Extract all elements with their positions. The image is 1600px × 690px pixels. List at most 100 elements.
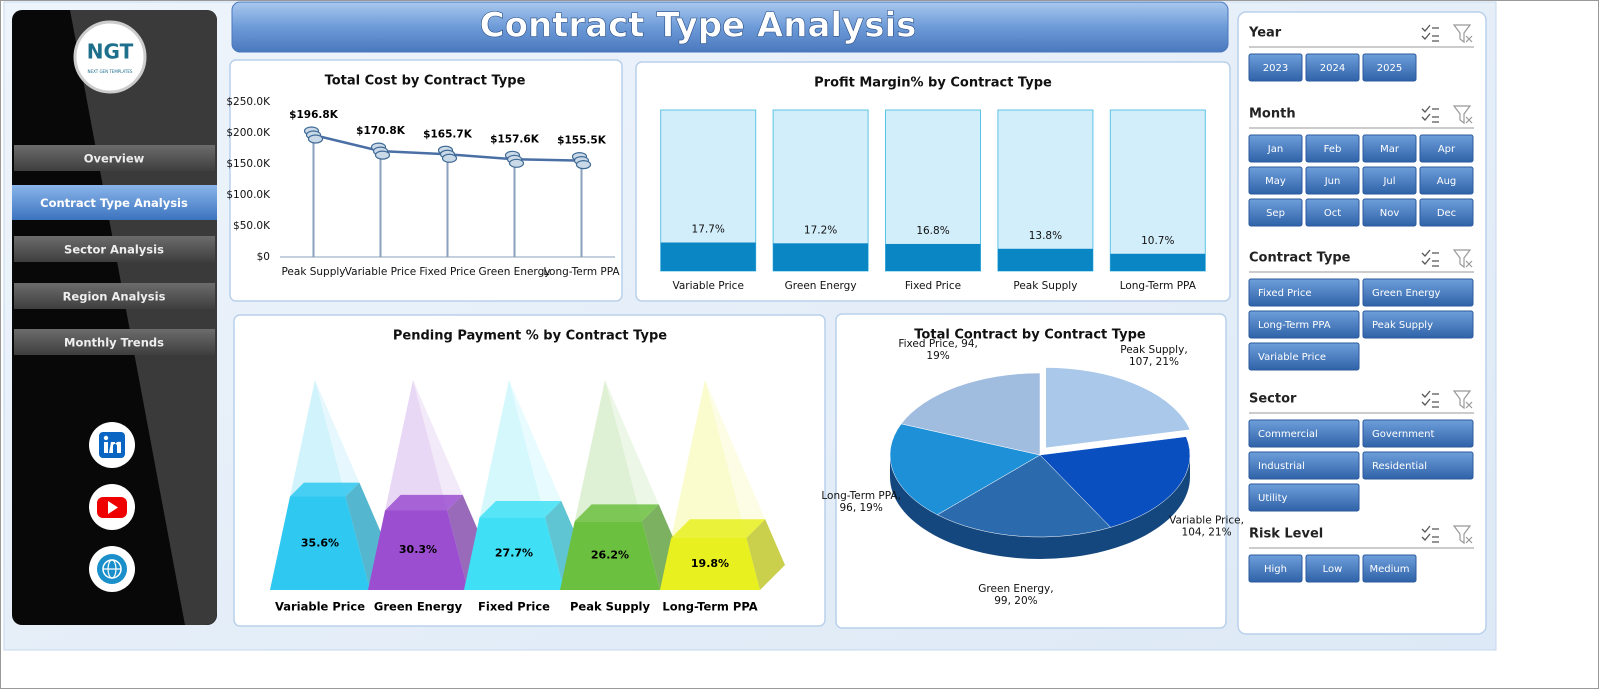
slicer-item: Low	[1323, 564, 1343, 575]
value-label: 19.8%	[691, 557, 729, 570]
slicer-title: Contract Type	[1249, 251, 1351, 266]
pie-slice	[900, 372, 1041, 456]
slicer-item: May	[1265, 176, 1286, 187]
value-label: 17.2%	[804, 224, 837, 236]
header	[231, 1, 1229, 53]
data-label: Fixed Price, 94,	[898, 338, 978, 350]
x-tick-label: Peak Supply	[1013, 280, 1077, 292]
slicer-item: Utility	[1258, 493, 1287, 504]
slicer-button[interactable]	[1305, 166, 1360, 195]
marker	[575, 159, 592, 170]
slicer-button[interactable]	[1248, 483, 1360, 512]
slicer-button[interactable]	[1362, 451, 1474, 480]
nav-label: Region Analysis	[63, 290, 166, 304]
nav-button[interactable]	[14, 145, 215, 171]
slicer-button[interactable]	[1248, 53, 1303, 82]
bar	[773, 243, 869, 271]
x-tick-label: Long-Term PPA	[662, 600, 757, 614]
y-tick-label: $150.0K	[226, 158, 271, 170]
clear-filter-icon[interactable]	[1452, 105, 1473, 125]
chart-title: Profit Margin% by Contract Type	[814, 76, 1052, 91]
bar	[660, 242, 756, 271]
bar	[997, 248, 1093, 271]
youtube-logo	[108, 501, 118, 514]
slicer-button[interactable]	[1362, 419, 1474, 448]
nav-button[interactable]	[14, 236, 215, 262]
slicer-button[interactable]	[1305, 198, 1360, 227]
nav-label: Sector Analysis	[64, 243, 164, 257]
value-label: $155.5K	[557, 135, 607, 147]
value-label: $165.7K	[423, 128, 473, 140]
slicer-button[interactable]	[1419, 134, 1474, 163]
x-tick-label: Fixed Price	[419, 266, 475, 278]
value-label: $157.6K	[490, 133, 540, 145]
slicer-button[interactable]	[1419, 166, 1474, 195]
slicer-title: Month	[1249, 107, 1296, 122]
nav-label: Overview	[84, 152, 145, 166]
multi-select-icon[interactable]	[1421, 105, 1439, 123]
marker	[441, 153, 458, 163]
slicer-button[interactable]	[1362, 554, 1417, 583]
slicer-button[interactable]	[1248, 278, 1360, 307]
slicer-button[interactable]	[1362, 278, 1474, 307]
slicer-button[interactable]	[1248, 554, 1303, 583]
pyramid-segment	[560, 521, 660, 590]
pyramid-segment	[368, 510, 468, 590]
slicer-button[interactable]	[1248, 198, 1303, 227]
clear-filter-icon[interactable]	[1452, 249, 1473, 269]
nav-button[interactable]	[14, 329, 215, 355]
clear-filter-icon[interactable]	[1452, 390, 1473, 410]
slicer-button[interactable]	[1362, 166, 1417, 195]
slicer-button[interactable]	[1305, 554, 1360, 583]
x-tick-label: Long-Term PPA	[1120, 280, 1197, 292]
data-label: 104, 21%	[1182, 526, 1232, 538]
slicer-button[interactable]	[1419, 198, 1474, 227]
multi-select-icon[interactable]	[1421, 390, 1439, 408]
slicer-button[interactable]	[1248, 310, 1360, 339]
nav-button[interactable]	[14, 283, 215, 309]
slicer-button[interactable]	[1362, 53, 1417, 82]
slicer-button[interactable]	[1305, 134, 1360, 163]
clear-filter-icon[interactable]	[1452, 525, 1473, 545]
value-label: 13.8%	[1029, 230, 1062, 242]
multi-select-icon[interactable]	[1421, 525, 1439, 543]
value-label: 26.2%	[591, 549, 629, 562]
x-tick-label: Green Energy	[479, 266, 551, 278]
charts: Total Cost by Contract Type $0 $50.0K $100.…	[226, 74, 1244, 614]
multi-select-icon[interactable]	[1421, 24, 1439, 42]
pyramid-segment	[660, 538, 760, 590]
pyramid-side-segment	[746, 519, 785, 590]
clear-filter-icon[interactable]	[1452, 24, 1473, 44]
slicer-button[interactable]	[1248, 134, 1303, 163]
multi-select-icon[interactable]	[1421, 249, 1439, 267]
slicer-button[interactable]	[1248, 166, 1303, 195]
value-label: $170.8K	[356, 125, 406, 137]
slicer-item: Aug	[1437, 176, 1457, 187]
data-label: Green Energy,	[978, 583, 1053, 595]
slicer-item: Jun	[1324, 176, 1341, 187]
slicer-item: Government	[1372, 429, 1434, 440]
y-tick-label: $250.0K	[226, 96, 271, 108]
slicer-button[interactable]	[1248, 419, 1360, 448]
slicer-button[interactable]	[1362, 134, 1417, 163]
slicer-button[interactable]	[1305, 53, 1360, 82]
slicer-button[interactable]	[1362, 198, 1417, 227]
data-label: Long-Term PPA,	[821, 490, 901, 502]
pyramid-segment	[464, 517, 564, 590]
data-label: Peak Supply,	[1120, 344, 1187, 356]
data-label: 19%	[926, 350, 949, 362]
slicer-button[interactable]	[1362, 310, 1474, 339]
y-tick-label: $0	[257, 251, 270, 263]
marker	[307, 134, 324, 144]
nav-button[interactable]	[12, 185, 217, 220]
slicer-item: Nov	[1380, 208, 1400, 219]
marker	[374, 150, 391, 160]
slicer-item: Mar	[1380, 144, 1400, 155]
chart-title: Total Contract by Contract Type	[914, 328, 1146, 343]
x-tick-label: Long-Term PPA	[543, 266, 620, 278]
slicer-button[interactable]	[1248, 451, 1360, 480]
nav-label: Monthly Trends	[64, 336, 164, 350]
slicer-item: Feb	[1324, 144, 1342, 155]
slicer-button[interactable]	[1248, 342, 1360, 371]
